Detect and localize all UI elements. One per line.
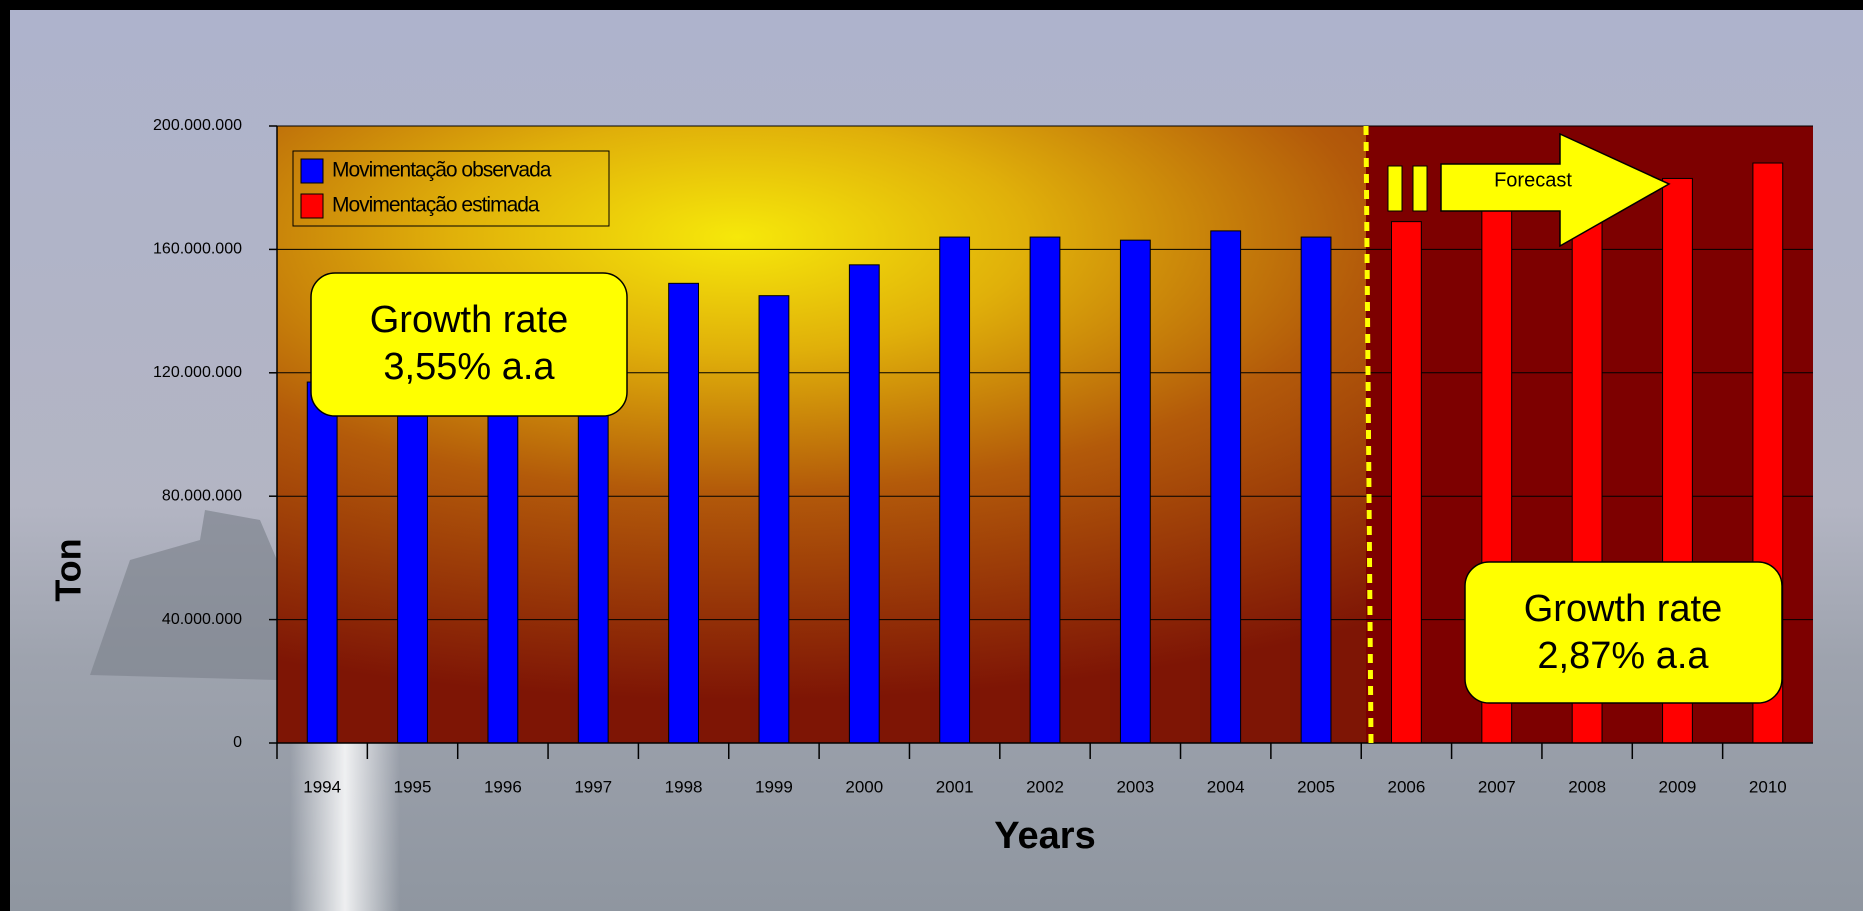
x-tick-label: 1994: [303, 777, 341, 796]
x-tick-label: 2003: [1116, 777, 1154, 796]
callout-title: Growth rate: [370, 299, 569, 341]
bar: [1300, 236, 1332, 744]
forecast-divider: [1363, 125, 1374, 744]
sun-reflection: [290, 743, 400, 911]
bar: [397, 356, 428, 744]
x-tick-label: 2006: [1387, 777, 1425, 796]
bar: [758, 295, 790, 744]
forecast-label: Forecast: [1494, 169, 1572, 191]
x-axis-label: Years: [994, 815, 1095, 857]
bar: [1210, 230, 1242, 744]
x-tick-label: 2009: [1659, 777, 1697, 796]
axes: 0 40.000.000 80.000.000 120.000.000 160.000.…: [153, 117, 1787, 796]
bar: [306, 381, 338, 744]
x-tick-label: 2004: [1207, 777, 1245, 796]
bar: [1391, 221, 1422, 744]
x-tick-label: 1996: [484, 777, 522, 796]
legend-label: Movimentação estimada: [332, 194, 540, 217]
x-tick-label: 1997: [574, 777, 612, 796]
bar: [1119, 239, 1151, 744]
x-tick-label: 1995: [394, 777, 432, 796]
x-tick-label: 1999: [755, 777, 793, 796]
y-tick-label: 120.000.000: [153, 364, 242, 381]
bars: [306, 162, 1784, 744]
callout-title: Growth rate: [1524, 588, 1723, 630]
y-tick-label: 160.000.000: [153, 241, 242, 258]
x-tick-label: 1998: [665, 777, 703, 796]
y-tick-label: 40.000.000: [162, 611, 242, 628]
callout-box: [310, 272, 628, 417]
x-tick-label: 2002: [1026, 777, 1064, 796]
legend-box: [292, 150, 610, 227]
bar: [939, 236, 971, 744]
y-tick-label: 200.000.000: [153, 117, 242, 134]
legend-swatch: [300, 193, 324, 219]
legend: Movimentação observada Movimentação estim…: [292, 150, 610, 227]
forecast-arrow: [1440, 132, 1671, 248]
x-tick-label: 2007: [1478, 777, 1516, 796]
x-tick-label: 2001: [936, 777, 974, 796]
bar: [848, 264, 880, 744]
y-tick-label: 80.000.000: [162, 487, 242, 504]
bar: [1029, 236, 1061, 744]
callout-rate: 3,55% a.a: [383, 346, 555, 388]
x-tick-label: 2005: [1297, 777, 1335, 796]
y-axis-label: Ton: [48, 538, 89, 601]
x-tick-label: 2000: [845, 777, 883, 796]
x-tick-label: 2008: [1568, 777, 1606, 796]
legend-swatch: [300, 158, 324, 184]
x-tick-label: 2010: [1749, 777, 1787, 796]
callout-rate: 2,87% a.a: [1537, 635, 1709, 677]
bar: [668, 282, 699, 744]
arrow-stripe: [1412, 165, 1428, 212]
ship-silhouette: [90, 510, 277, 680]
arrow-stripe: [1387, 165, 1403, 212]
legend-label: Movimentação observada: [332, 159, 552, 182]
callout-box: [1464, 561, 1783, 704]
y-tick-label: 0: [233, 734, 242, 751]
